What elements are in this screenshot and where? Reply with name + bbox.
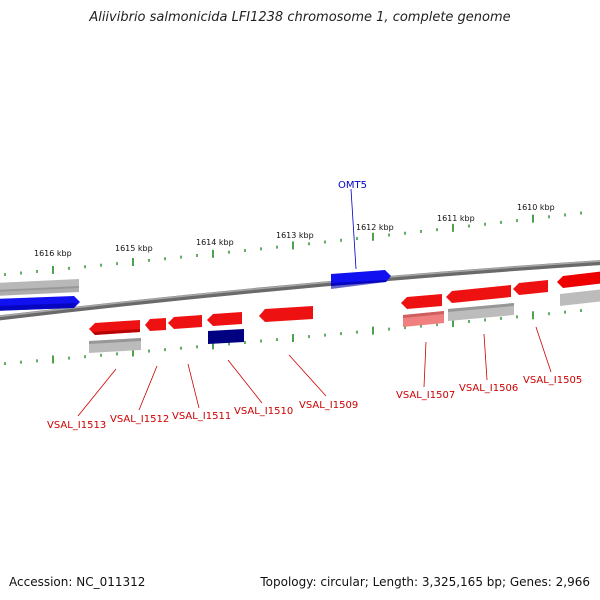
gene-feature-right-grey[interactable] <box>560 289 600 306</box>
tick-label-1614: 1614 kbp <box>196 238 234 247</box>
gene-label-vsal-i1513[interactable]: VSAL_I1513 <box>47 420 106 431</box>
gene-feature-vsal-i1507[interactable] <box>401 294 442 309</box>
scale-upper <box>4 211 582 277</box>
chromosome-backbone-highlight <box>0 260 600 318</box>
feature-shade <box>448 303 514 312</box>
connector-vsal-i1505 <box>535 326 552 373</box>
connector-vsal-i1512 <box>138 365 158 411</box>
feature-shade <box>403 311 444 318</box>
feature-shade <box>89 338 141 344</box>
connector-vsal-i1511 <box>187 363 200 409</box>
connector-omt5 <box>350 188 357 270</box>
gene-label-vsal-i1507[interactable]: VSAL_I1507 <box>396 390 455 401</box>
scale-lower <box>4 309 582 366</box>
gene-label-vsal-i1509[interactable]: VSAL_I1509 <box>299 400 358 411</box>
connector-vsal-i1510 <box>227 359 263 404</box>
feature-shade <box>0 303 76 311</box>
label-connectors <box>77 188 552 417</box>
gene-feature-vsal-i1512[interactable] <box>145 318 166 331</box>
gene-label-vsal-i1505[interactable]: VSAL_I1505 <box>523 375 582 386</box>
connector-vsal-i1507 <box>423 341 427 388</box>
gene-label-vsal-i1510[interactable]: VSAL_I1510 <box>234 406 293 417</box>
connector-vsal-i1513 <box>77 368 117 417</box>
gene-feature-vsal-i1510-dark[interactable] <box>208 329 244 344</box>
forward-strand-features <box>0 270 600 311</box>
connector-vsal-i1509 <box>288 354 327 397</box>
map-title: Aliivibrio salmonicida LFI1238 chromosom… <box>89 10 511 25</box>
chromosome-backbone <box>0 260 600 321</box>
gene-feature-vsal-i1511[interactable] <box>168 315 202 329</box>
tick-label-1616: 1616 kbp <box>34 249 72 258</box>
reverse-strand-features <box>89 280 548 353</box>
tick-label-1610: 1610 kbp <box>517 203 555 212</box>
genome-summary-text: Topology: circular; Length: 3,325,165 bp… <box>260 575 590 589</box>
gene-feature-vsal-i1510[interactable] <box>207 312 242 326</box>
gene-label-omt5[interactable]: OMT5 <box>338 180 367 191</box>
gene-feature-vsal-i1505[interactable] <box>513 280 548 295</box>
gene-feature-right-red-upper[interactable] <box>557 271 600 288</box>
connector-vsal-i1506 <box>483 333 488 381</box>
tick-label-1611: 1611 kbp <box>437 214 475 223</box>
gene-feature-vsal-i1506[interactable] <box>446 285 511 303</box>
tick-label-1613: 1613 kbp <box>276 231 314 240</box>
feature-shade <box>92 329 140 335</box>
tick-label-1612: 1612 kbp <box>356 223 394 232</box>
accession-text: Accession: NC_011312 <box>9 575 146 589</box>
feature-shade <box>331 280 387 289</box>
gene-label-vsal-i1506[interactable]: VSAL_I1506 <box>459 383 518 394</box>
gene-label-vsal-i1512[interactable]: VSAL_I1512 <box>110 414 169 425</box>
gene-feature-vsal-i1509[interactable] <box>259 306 313 322</box>
tick-label-1615: 1615 kbp <box>115 244 153 253</box>
gene-label-vsal-i1511[interactable]: VSAL_I1511 <box>172 411 231 422</box>
feature-shade <box>0 286 79 296</box>
